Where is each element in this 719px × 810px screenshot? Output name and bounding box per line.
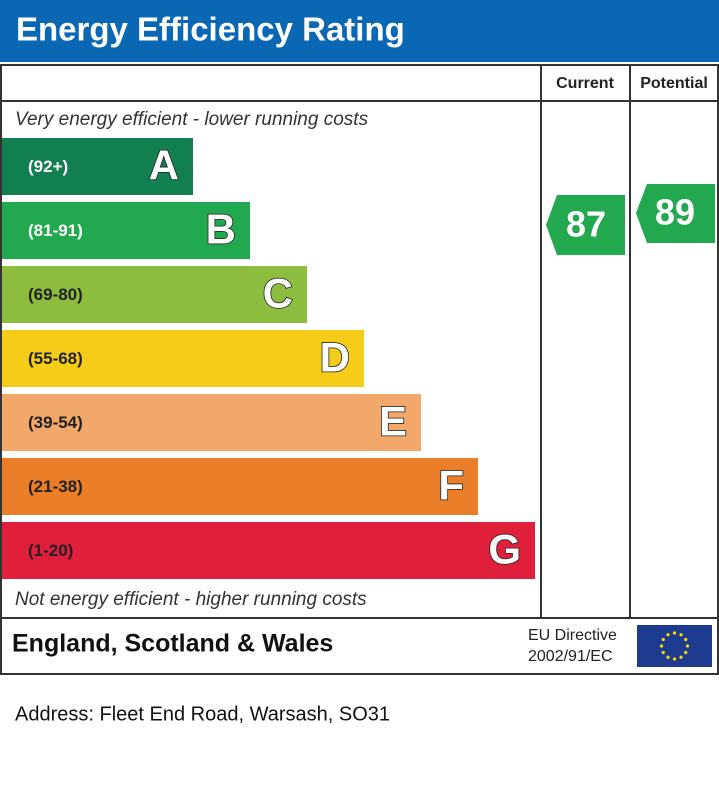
directive: 2002/91/EC [528, 648, 613, 665]
star [672, 657, 677, 661]
title: Energy Efficiency Rating [16, 11, 405, 48]
star [679, 633, 683, 637]
current-arrow [546, 195, 625, 255]
potential-arrow [636, 184, 715, 243]
star [666, 655, 670, 659]
top-note: Very energy efficient - lower running co… [15, 109, 369, 130]
column-header: Current [556, 75, 614, 92]
band-bar [2, 266, 307, 323]
band-range: (21-38) [28, 477, 83, 496]
band-bar [2, 138, 193, 195]
band-range: (39-54) [28, 413, 83, 432]
band-letter: C [263, 270, 293, 317]
star [684, 637, 688, 642]
star [672, 631, 677, 635]
band-range: (69-80) [28, 285, 83, 304]
frame [0, 64, 719, 675]
band-bar [2, 330, 364, 387]
star [659, 644, 664, 648]
bottom-note: Not energy efficient - higher running co… [15, 589, 367, 610]
star [661, 637, 665, 642]
region: England, Scotland & Wales [12, 630, 333, 658]
bands: (92+) A (81-91) B (69-80) C (55-68) D (39-54) E (2… [2, 138, 535, 579]
star [666, 633, 670, 637]
band-bar [2, 202, 250, 259]
address: Address: Fleet End Road, Warsash, SO31 [15, 703, 390, 725]
star [679, 655, 683, 659]
band-letter: G [488, 526, 521, 573]
eu-flag [637, 625, 712, 667]
eu-stars [659, 631, 690, 661]
band-letter: E [379, 398, 407, 445]
band-range: (92+) [28, 157, 68, 176]
band-letter: A [149, 142, 179, 189]
band-range: (81-91) [28, 221, 83, 240]
band-range: (1-20) [28, 541, 73, 560]
band-letter: F [438, 462, 464, 509]
star [661, 650, 665, 655]
star [685, 644, 690, 648]
potential-rating: 89 [655, 192, 695, 233]
star [684, 650, 688, 655]
band-letter: D [320, 334, 350, 381]
band-letter: B [206, 206, 236, 253]
directive: EU Directive [528, 627, 617, 644]
band-bar [2, 522, 535, 579]
band-range: (55-68) [28, 349, 83, 368]
band-bar [2, 394, 421, 451]
header-bar [0, 0, 719, 62]
current-rating: 87 [566, 204, 606, 245]
band-bar [2, 458, 478, 515]
column-header: Potential [640, 75, 708, 92]
